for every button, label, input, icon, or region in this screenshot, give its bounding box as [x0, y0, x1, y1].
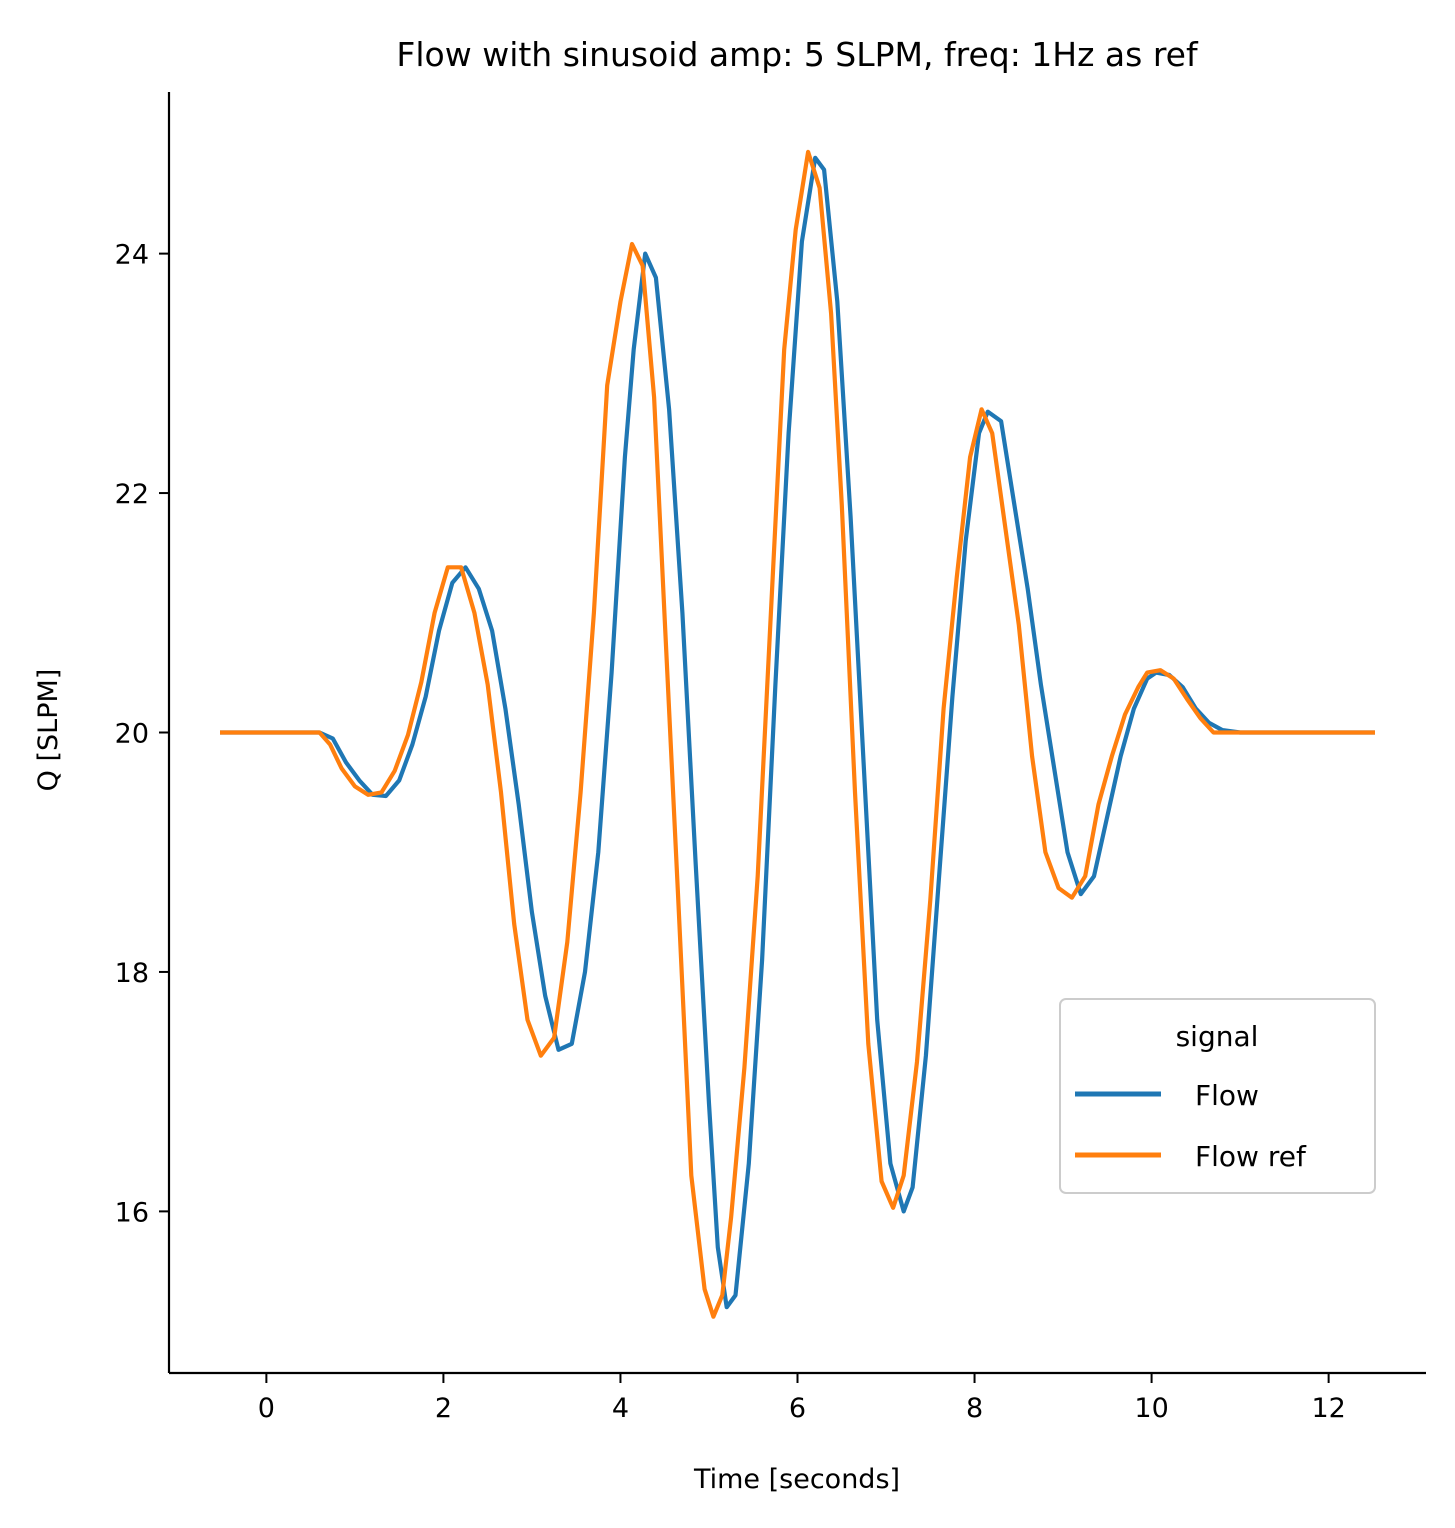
- x-tick-label: 0: [258, 1393, 275, 1424]
- legend-title: signal: [1176, 1020, 1259, 1053]
- legend-label-flow: Flow: [1195, 1079, 1259, 1112]
- legend-frame: [1059, 998, 1376, 1194]
- series-line-flow: [220, 155, 1376, 1310]
- legend: signal Flow Flow ref: [1059, 998, 1376, 1194]
- x-axis: 0 2 4 6 8 10 12: [169, 1371, 1426, 1424]
- x-tick-label: 10: [1134, 1393, 1168, 1424]
- x-tick-label: 8: [966, 1393, 983, 1424]
- x-tick-label: 6: [789, 1393, 806, 1424]
- plot-area: [220, 149, 1376, 1319]
- y-tick-label: 18: [115, 958, 149, 989]
- x-tick-label: 2: [435, 1393, 452, 1424]
- y-axis-label: Q [SLPM]: [33, 669, 64, 792]
- y-tick-label: 20: [115, 719, 149, 750]
- series-line-flow-ref: [220, 149, 1376, 1319]
- x-tick-label: 4: [612, 1393, 629, 1424]
- y-tick-label: 24: [115, 240, 149, 271]
- y-tick-label: 16: [115, 1197, 149, 1228]
- legend-label-flow-ref: Flow ref: [1195, 1140, 1307, 1173]
- y-tick-label: 22: [115, 479, 149, 510]
- x-axis-label: Time [seconds]: [693, 1464, 900, 1495]
- x-tick-label: 12: [1311, 1393, 1345, 1424]
- y-axis: 16 18 20 22 24: [115, 92, 171, 1373]
- chart-title: Flow with sinusoid amp: 5 SLPM, freq: 1H…: [396, 35, 1199, 74]
